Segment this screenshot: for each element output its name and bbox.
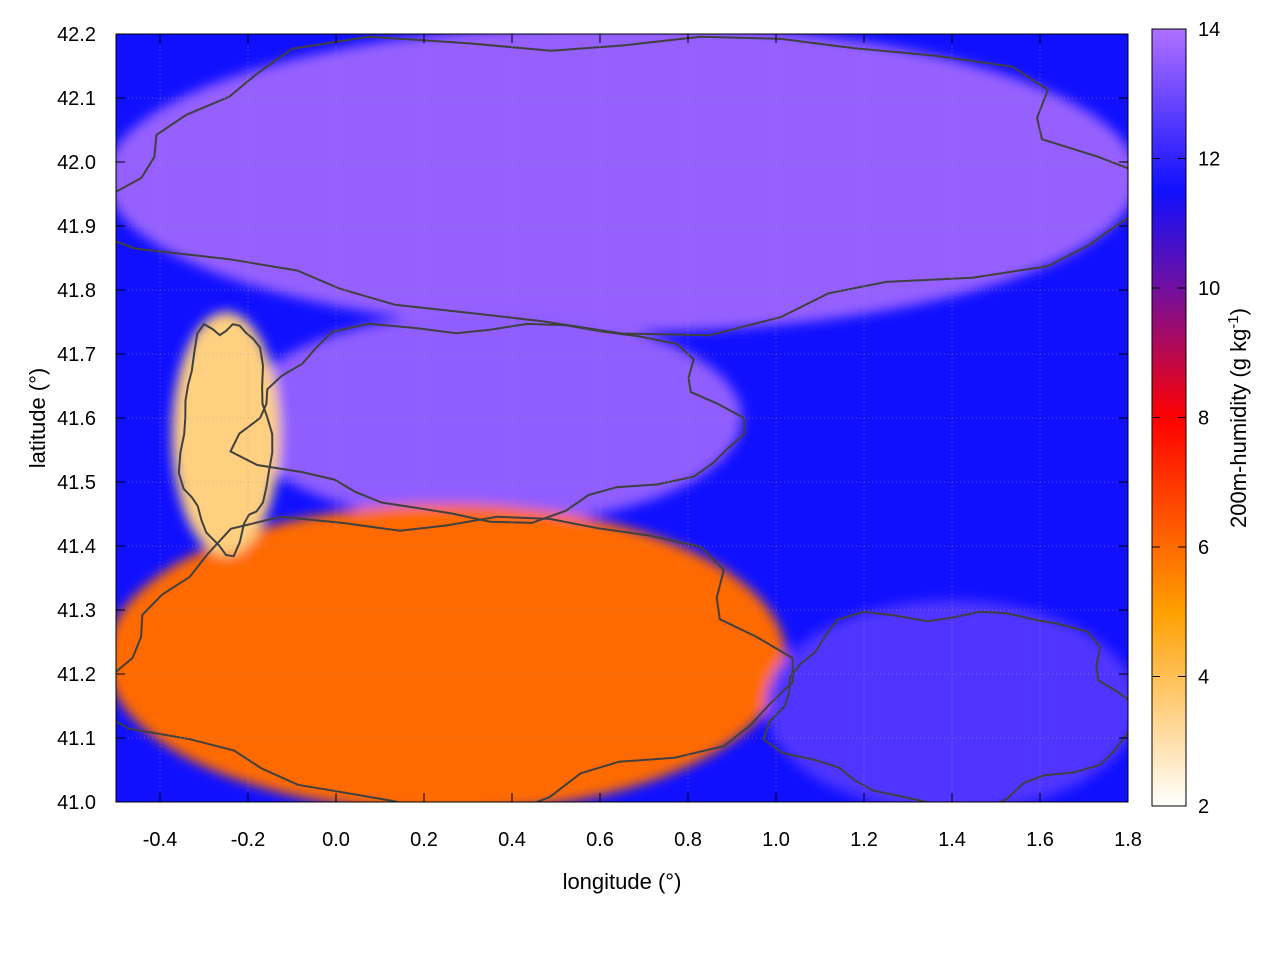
y-tick-label: 41.1 [57, 728, 96, 750]
x-tick-label: 0.2 [410, 829, 438, 851]
contour-southeast-moist [762, 610, 1128, 802]
y-tick-label: 42.1 [57, 88, 96, 110]
colorbar-label-exponent: -1 [1225, 315, 1242, 328]
heatmap-region-north-moist [116, 34, 1128, 332]
y-tick-label: 42.0 [57, 152, 96, 174]
x-tick-label: -0.2 [231, 829, 265, 851]
y-axis-label: latitude (°) [25, 368, 50, 469]
colorbar-tick-label: 2 [1198, 796, 1209, 818]
colorbar-tick-label: 14 [1198, 19, 1220, 41]
x-axis-label: longitude (°) [563, 869, 682, 894]
x-tick-label: 0.4 [498, 829, 526, 851]
colorbar-label: 200m-humidity (g kg-1) [1225, 308, 1252, 528]
y-tick-label: 41.5 [57, 472, 96, 494]
y-tick-label: 41.8 [57, 280, 96, 302]
y-tick-label: 41.6 [57, 408, 96, 430]
heatmap-region-southeast-moist [766, 600, 1128, 802]
y-tick-label: 41.0 [57, 792, 96, 814]
x-tick-label: 1.4 [938, 829, 966, 851]
y-tick-label: 41.9 [57, 216, 96, 238]
x-tick-label: 1.6 [1026, 829, 1054, 851]
colorbar-ticks: 2 4 6 8 10 12 14 [1152, 19, 1220, 818]
x-axis: -0.4 -0.2 0.0 0.2 0.4 0.6 0.8 1.0 1.2 1.4 1.6 1.8 [143, 34, 1142, 851]
contour-west-dry-plume [177, 322, 274, 558]
y-tick-label: 41.2 [57, 664, 96, 686]
colorbar-tick-label: 12 [1198, 149, 1220, 171]
x-tick-label: 0.0 [322, 829, 350, 851]
x-tick-label: 0.6 [586, 829, 614, 851]
x-tick-label: 0.8 [674, 829, 702, 851]
y-tick-label: 41.3 [57, 600, 96, 622]
colorbar-tick-label: 10 [1198, 278, 1220, 300]
colorbar-tick-label: 4 [1198, 667, 1209, 689]
x-tick-label: 1.2 [850, 829, 878, 851]
x-tick-label: 1.0 [762, 829, 790, 851]
colorbar: 2 4 6 8 10 12 14 200m-humidity (g kg-1) [1151, 19, 1252, 818]
contour-north-moist [116, 35, 1128, 337]
contour-south-dry-belt [116, 515, 794, 802]
heatmap-region-south-dry-belt [116, 504, 786, 802]
colorbar-label-main: 200m-humidity (g kg [1226, 329, 1251, 528]
y-tick-label: 41.4 [57, 536, 96, 558]
colorbar-label-close: ) [1226, 308, 1251, 315]
heatmap-region-west-dry-plume [172, 312, 280, 556]
colorbar-tick-label: 6 [1198, 537, 1209, 559]
y-axis: 41.0 41.1 41.2 41.3 41.4 41.5 41.6 41.7 41.8 41.9… [57, 24, 1128, 814]
heatmap-region-central-moist [238, 312, 742, 524]
x-tick-label: -0.4 [143, 829, 177, 851]
colorbar-tick-label: 8 [1198, 408, 1209, 430]
x-tick-label: 1.8 [1114, 829, 1142, 851]
grid-lines [116, 34, 1128, 802]
y-tick-label: 41.7 [57, 344, 96, 366]
humidity-heatmap [116, 34, 1128, 802]
y-tick-label: 42.2 [57, 24, 96, 46]
